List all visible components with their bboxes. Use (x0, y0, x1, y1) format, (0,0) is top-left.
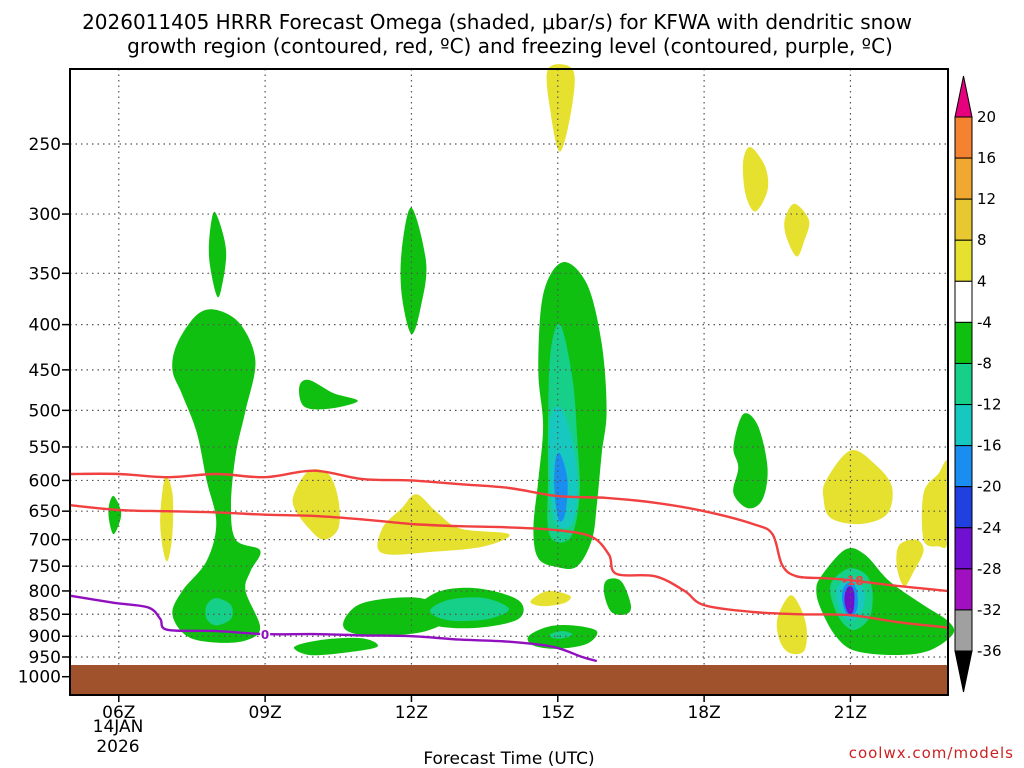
x-tick-label-18Z: 18Z (687, 703, 720, 723)
colorbar-top-triangle (954, 75, 973, 118)
y-tick-label-850: 850 (29, 605, 61, 625)
y-tick-label-700: 700 (29, 531, 61, 551)
omega-region-up-10z-475 (298, 379, 358, 410)
colorbar-swatch--24 (954, 527, 973, 570)
colorbar-label-8: 8 (977, 231, 987, 249)
colorbar-label--32: -32 (977, 601, 1002, 619)
colorbar-label--28: -28 (977, 560, 1002, 578)
dgz-isotherm-label: -18 (842, 574, 864, 588)
isotherm-contours: -18 0 (69, 469, 949, 663)
omega-region-down-20z-300 (784, 203, 810, 257)
y-tick-label-800: 800 (29, 582, 61, 602)
omega-region-down-7z (160, 476, 174, 562)
dgz-isotherm--12C (69, 469, 949, 593)
y-tick-label-550: 550 (29, 438, 61, 458)
y-tick-label-650: 650 (29, 502, 61, 522)
colorbar-swatch-4 (954, 280, 973, 323)
colorbar-swatch--4 (954, 321, 973, 364)
dgz-isotherm--18C (69, 504, 949, 629)
omega-region-down-23z-650 (921, 460, 950, 549)
omega-region-down-15z-820 (530, 590, 571, 607)
y-tick-label-400: 400 (29, 316, 61, 336)
omega-region-up-12z-330 (400, 207, 427, 335)
colorbar-label--12: -12 (977, 396, 1002, 414)
chart-title-line-1: 2026011405 HRRR Forecast Omega (shaded, … (82, 10, 912, 34)
x-tick-label-06Z: 06Z (102, 703, 135, 723)
omega-region-up-19z-600 (733, 413, 768, 509)
chart-title-line-2: growth region (contoured, red, ºC) and f… (127, 34, 893, 58)
colorbar-swatch--16 (954, 445, 973, 488)
colorbar-label-16: 16 (977, 149, 996, 167)
colorbar-label-20: 20 (977, 108, 996, 126)
y-tick-label-500: 500 (29, 401, 61, 421)
colorbar-swatch--12 (954, 404, 973, 447)
colorbar-swatch--32 (954, 609, 973, 652)
colorbar-swatch--20 (954, 486, 973, 529)
omega-region-up-15z-900-inner (549, 631, 573, 639)
omega-region-up-8z-mid (172, 309, 261, 643)
y-tick-label-750: 750 (29, 557, 61, 577)
y-tick-label-900: 900 (29, 627, 61, 647)
colorbar-swatch-20 (954, 116, 973, 159)
omega-region-up-8z-850 (205, 598, 233, 626)
plot-frame (69, 68, 949, 696)
colorbar-label--20: -20 (977, 478, 1002, 496)
omega-region-down-10z (292, 469, 340, 540)
credit-text: coolwx.com/models (849, 744, 1014, 762)
y-tick-label-350: 350 (29, 264, 61, 284)
y-tick-label-950: 950 (29, 648, 61, 668)
omega-region-down-21z-600 (822, 450, 893, 525)
omega-region-down-19z-260 (742, 147, 769, 212)
omega-region-up-8z-300 (208, 211, 227, 298)
omega-region-up-10z-925 (293, 637, 378, 656)
colorbar-swatch-16 (954, 157, 973, 200)
y-axis-ticks: 2503003504004505005506006507007508008509… (18, 135, 70, 688)
colorbar-swatch--8 (954, 362, 973, 406)
colorbar: 20 16 12 8 4 -4 -8 -12 -16 -20 -24 -28 -32 -36 (954, 75, 1002, 693)
colorbar-label--24: -24 (977, 519, 1002, 537)
y-tick-label-1000: 1000 (18, 668, 61, 688)
x-axis-title: Forecast Time (UTC) (423, 749, 594, 768)
omega-region-down-15z-top (546, 64, 575, 152)
colorbar-label-12: 12 (977, 190, 996, 208)
x-tick-label-12Z: 12Z (395, 703, 428, 723)
colorbar-bottom-triangle (954, 650, 973, 693)
y-tick-label-600: 600 (29, 471, 61, 491)
freezing-level-contour (69, 594, 598, 663)
colorbar-label--4: -4 (977, 313, 992, 331)
omega-region-up-13z-inner (430, 597, 510, 622)
x-axis-ticks: 06Z 09Z 12Z 15Z 18Z 21Z (102, 695, 867, 723)
colorbar-label--8: -8 (977, 354, 992, 372)
omega-region-up-21z-5 (844, 586, 855, 615)
omega-region-up-16z-820 (603, 578, 632, 615)
y-tick-label-450: 450 (29, 361, 61, 381)
x-tick-label-15Z: 15Z (541, 703, 574, 723)
omega-region-up-6z-650 (108, 495, 122, 535)
colorbar-swatch-12 (954, 198, 973, 241)
colorbar-label--16: -16 (977, 437, 1002, 455)
ground-surface (70, 665, 948, 695)
x-date-label: 14JAN (93, 717, 144, 737)
omega-region-down-20z-850 (776, 595, 807, 655)
colorbar-label--36: -36 (977, 642, 1002, 660)
y-tick-label-250: 250 (29, 135, 61, 155)
freezing-level-label: 0 (261, 628, 269, 642)
colorbar-swatch-8 (954, 239, 973, 282)
colorbar-label-4: 4 (977, 272, 987, 290)
omega-region-down-22z-720 (896, 539, 924, 587)
x-tick-label-21Z: 21Z (834, 703, 867, 723)
freezing-level-label-bg (260, 626, 271, 641)
y-tick-label-300: 300 (29, 205, 61, 225)
colorbar-swatch--28 (954, 568, 973, 611)
x-year-label: 2026 (96, 737, 139, 757)
x-tick-label-09Z: 09Z (248, 703, 281, 723)
